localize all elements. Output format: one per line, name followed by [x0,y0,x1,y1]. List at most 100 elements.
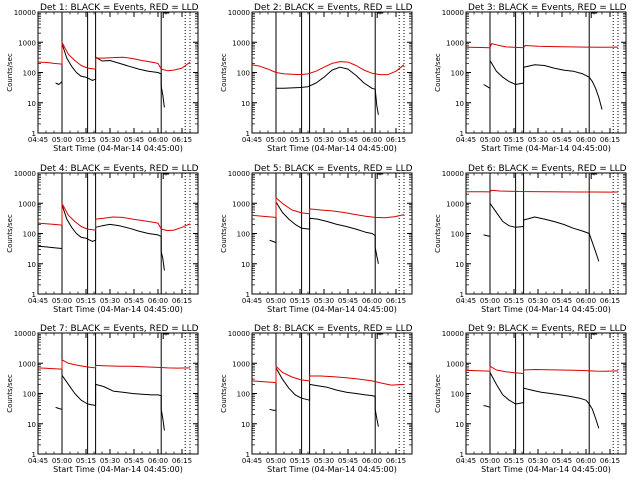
bracket-mark [376,333,384,339]
panel-3: Det 3: BLACK = Events, RED = LLD 1 10 100 10… [434,3,627,153]
y-axis-label: Counts/sec [220,374,228,413]
y-tick-label: 10000 [14,330,36,338]
x-tick-label: 05:15 [504,136,524,144]
x-axis-label: Start Time (04-Mar-14 04:45:00) [267,144,397,153]
x-tick-label: 06:15 [172,136,192,144]
y-axis-label: Counts/sec [434,214,442,253]
lld-series-line [251,365,405,386]
panel-title: Det 2: BLACK = Events, RED = LLD [254,3,413,13]
y-tick-label: 100 [451,391,464,399]
y-axis-label: Counts/sec [6,374,14,413]
y-tick-label: 1 [460,130,464,138]
x-tick-label: 05:30 [100,297,120,305]
x-tick-label: 05:00 [266,297,286,305]
panel-title: Det 9: BLACK = Events, RED = LLD [468,324,627,334]
x-axis-label: Start Time (04-Mar-14 04:45:00) [267,305,397,314]
y-tick-label: 1000 [18,360,36,368]
x-tick-label: 06:00 [148,297,168,305]
lld-series-line [251,61,405,76]
panel-title: Det 4: BLACK = Events, RED = LLD [40,164,199,174]
x-tick-label: 04:45 [456,136,476,144]
x-tick-label: 05:00 [480,136,500,144]
events-series-line [37,204,165,271]
x-tick-label: 05:30 [314,136,334,144]
lld-series-line [37,202,191,232]
x-tick-label: 05:30 [528,136,548,144]
y-tick-label: 100 [23,391,36,399]
y-tick-label: 1000 [446,360,464,368]
x-tick-label: 04:45 [28,457,48,465]
x-tick-label: 06:15 [172,457,192,465]
bracket-mark [590,173,598,179]
y-tick-label: 1000 [446,200,464,208]
y-tick-label: 1 [32,451,36,459]
events-series-line [483,371,600,429]
bracket-mark [590,12,598,18]
panel-5: Det 5: BLACK = Events, RED = LLD 1 10 100 10… [220,164,413,314]
x-tick-label: 05:45 [124,297,144,305]
x-tick-label: 05:00 [480,457,500,465]
panel-9: Det 9: BLACK = Events, RED = LLD 1 10 100 10… [434,324,627,474]
panel-7: Det 7: BLACK = Events, RED = LLD 1 10 100 10… [6,324,199,474]
y-tick-label: 1 [32,130,36,138]
x-tick-label: 05:00 [480,297,500,305]
x-tick-label: 04:45 [456,457,476,465]
x-tick-label: 04:45 [242,297,262,305]
events-series-line [276,66,379,115]
bracket-mark [162,12,170,18]
x-tick-label: 05:00 [52,297,72,305]
x-tick-label: 04:45 [456,297,476,305]
x-axis-label: Start Time (04-Mar-14 04:45:00) [481,305,611,314]
bracket-mark [162,173,170,179]
y-tick-label: 10000 [442,9,464,17]
x-tick-label: 04:45 [242,457,262,465]
panel-title: Det 1: BLACK = Events, RED = LLD [40,3,199,13]
x-tick-label: 05:15 [76,297,96,305]
x-tick-label: 06:00 [362,457,382,465]
x-axis-label: Start Time (04-Mar-14 04:45:00) [481,144,611,153]
y-tick-label: 10 [241,100,250,108]
y-tick-label: 1 [246,291,250,299]
panel-title: Det 5: BLACK = Events, RED = LLD [254,164,413,174]
events-series-line [269,367,379,427]
x-tick-label: 05:00 [52,136,72,144]
y-axis-label: Counts/sec [6,214,14,253]
y-tick-label: 1 [246,130,250,138]
y-tick-label: 10 [27,421,36,429]
y-tick-label: 100 [23,70,36,78]
y-axis-label: Counts/sec [220,214,228,253]
x-tick-label: 05:00 [52,457,72,465]
y-tick-label: 1 [32,291,36,299]
panel-title: Det 8: BLACK = Events, RED = LLD [254,324,413,334]
y-tick-label: 100 [237,231,250,239]
y-tick-label: 10000 [228,170,250,178]
lld-series-line [465,43,619,49]
y-tick-label: 10 [27,100,36,108]
y-tick-label: 100 [237,391,250,399]
y-tick-label: 1000 [232,200,250,208]
y-tick-label: 10000 [14,9,36,17]
x-tick-label: 05:30 [314,457,334,465]
x-tick-label: 05:30 [528,457,548,465]
panel-title: Det 3: BLACK = Events, RED = LLD [468,3,627,13]
x-tick-label: 05:15 [504,297,524,305]
panel-title: Det 7: BLACK = Events, RED = LLD [40,324,199,334]
x-tick-label: 05:15 [290,297,310,305]
x-tick-label: 06:15 [172,297,192,305]
panel-1: Det 1: BLACK = Events, RED = LLD 1 10 100 10… [6,3,199,153]
panel-6: Det 6: BLACK = Events, RED = LLD 1 10 100 10… [434,164,627,314]
x-tick-label: 04:45 [28,136,48,144]
x-tick-label: 05:45 [552,136,572,144]
x-tick-label: 06:15 [386,136,406,144]
x-tick-label: 05:15 [504,457,524,465]
lld-series-line [37,359,191,370]
x-axis-label: Start Time (04-Mar-14 04:45:00) [53,305,183,314]
panel-8: Det 8: BLACK = Events, RED = LLD 1 10 100 10… [220,324,413,474]
x-tick-label: 06:00 [576,457,596,465]
x-axis-label: Start Time (04-Mar-14 04:45:00) [53,144,183,153]
y-axis-label: Counts/sec [6,53,14,92]
y-tick-label: 10 [241,421,250,429]
y-tick-label: 1 [460,451,464,459]
events-series-line [55,374,165,431]
